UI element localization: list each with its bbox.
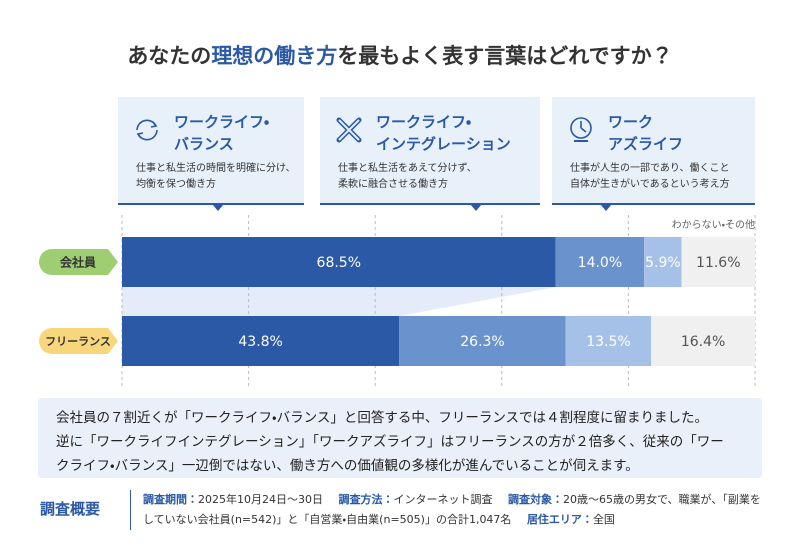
- survey-item: 調査方法：インターネット調査: [339, 493, 493, 506]
- category-label: 会社員: [60, 255, 96, 270]
- legend-title: ワークライフ・ インテグレーション: [376, 113, 511, 153]
- category-label: フリーランス: [45, 335, 111, 348]
- divider: [130, 490, 131, 530]
- summary-line: クライフ・バランス」一辺倒ではない、働き方への価値観の多様化が進んでいることが伺…: [56, 458, 639, 474]
- summary-line: 逆に「ワークライフインテグレーション」「ワークアズライフ」はフリーランスの方が２…: [56, 434, 724, 450]
- bar-segment: [122, 237, 556, 287]
- value-label: 26.3%: [460, 334, 504, 350]
- legend-description: 仕事が人生の一部であり、働くこと 自体が生きがいであるという考え方: [570, 163, 730, 190]
- icon: [570, 117, 592, 142]
- value-label: 16.4%: [681, 334, 725, 350]
- summary-box: 会社員の７割近くが「ワークライフ・バランス」と回答する中、フリーランスでは４割程…: [38, 398, 762, 478]
- survey-item: 調査期間：2025年10月24日～30日: [143, 493, 323, 506]
- survey-text: 全国: [592, 513, 615, 526]
- title-part: を最もよく表す言葉はどれですか？: [337, 44, 673, 68]
- legend-title: ワーク アズライフ: [608, 113, 684, 153]
- pointer: [600, 204, 612, 211]
- survey-label: 調査方法：: [338, 493, 394, 506]
- survey-text: インターネット調査: [393, 493, 493, 506]
- legend-description: 仕事と私生活をあえて分けず、 柔軟に融合させる働き方: [338, 163, 477, 190]
- legend-description: 仕事と私生活の時間を明確に分け、 均衡を保つ働き方: [136, 163, 296, 190]
- bar-segment: [651, 316, 755, 366]
- bar-segment: [122, 316, 400, 366]
- bar-segment: [555, 237, 645, 287]
- legend-card: ワークライフ・ バランス 仕事と私生活の時間を明確に分け、 均衡を保つ働き方: [118, 97, 304, 211]
- legend-label: わからない・その他: [672, 218, 755, 231]
- bar-segment: [399, 316, 566, 366]
- bar-segment: [565, 316, 652, 366]
- bar-segment: [681, 237, 755, 287]
- survey-item: 居住エリア：全国: [527, 513, 615, 526]
- survey-label: 居住エリア：: [526, 513, 593, 526]
- legend-card: ワーク アズライフ 仕事が人生の一部であり、働くこと 自体が生きがいであるという…: [552, 97, 755, 211]
- survey-text: 20歳～65歳の男女で、職業が、「副業をしていない会社員(n=542)」と「自営…: [143, 493, 761, 526]
- category-pill: [39, 328, 118, 354]
- bar-segment: [644, 237, 682, 287]
- icon: [336, 117, 362, 143]
- survey-text: 2025年10月24日～30日: [198, 493, 323, 506]
- category-pill: [39, 249, 118, 275]
- title-highlight: 理想の働き方: [211, 44, 338, 68]
- survey-label: 調査期間：: [143, 493, 198, 506]
- title-part: あなたの: [127, 44, 212, 68]
- survey-label: 調査対象：: [508, 493, 563, 506]
- icon: [136, 119, 158, 141]
- pointer: [212, 204, 224, 211]
- summary-line: 会社員の７割近くが「ワークライフ・バランス」と回答する中、フリーランスでは４割程…: [56, 410, 709, 426]
- value-label: 13.5%: [586, 334, 630, 350]
- legend-card: ワークライフ・ インテグレーション 仕事と私生活をあえて分けず、 柔軟に融合させ…: [320, 97, 540, 211]
- title: あなたの理想の働き方を最もよく表す言葉はどれですか？: [0, 40, 800, 70]
- value-label: 11.6%: [696, 255, 740, 271]
- pointer: [470, 204, 482, 211]
- value-label: 43.8%: [238, 334, 282, 350]
- survey-heading: 調査概要: [40, 500, 101, 518]
- value-label: 68.5%: [317, 255, 361, 271]
- value-label: 14.0%: [578, 255, 622, 271]
- survey-body: 調査期間：2025年10月24日～30日 調査方法：インターネット調査 調査対象…: [143, 490, 763, 530]
- connector: [122, 287, 556, 316]
- survey-item: 調査対象：20歳～65歳の男女で、職業が、「副業をしていない会社員(n=542)…: [143, 493, 761, 526]
- legend-title: ワークライフ・ バランス: [174, 113, 270, 153]
- value-label: 5.9%: [645, 255, 681, 271]
